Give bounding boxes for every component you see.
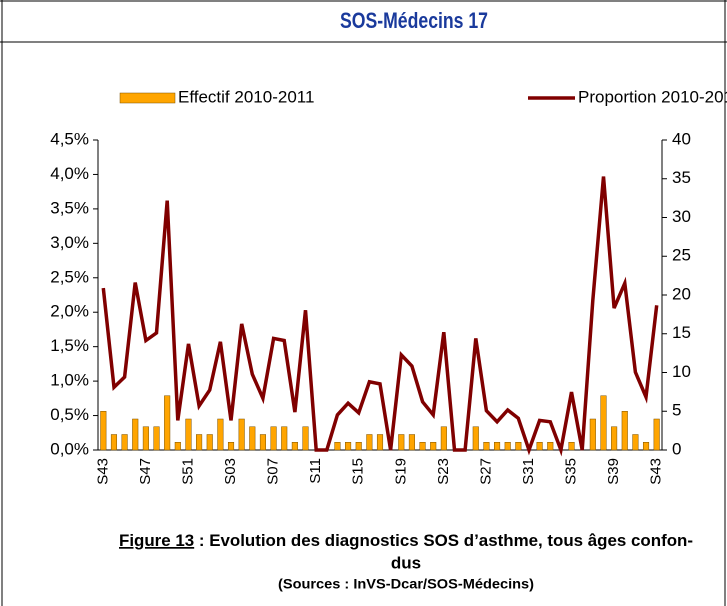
bar: [568, 442, 575, 451]
bar: [100, 411, 107, 451]
bar: [291, 442, 298, 451]
x-tick-label: S23: [435, 458, 452, 485]
bar: [110, 434, 118, 451]
bar: [153, 426, 160, 451]
x-tick-label: S35: [563, 458, 580, 485]
legend-label: Proportion 2010-2011: [578, 87, 727, 106]
y2-tick-label: 25: [672, 246, 691, 265]
bar: [238, 418, 245, 451]
x-tick-label: S07: [265, 458, 282, 485]
x-tick-label: S43: [648, 458, 665, 485]
x-tick-label: S39: [605, 458, 622, 485]
bar: [227, 442, 235, 451]
bar: [547, 442, 554, 451]
bar: [206, 434, 213, 451]
x-tick-label: S43: [94, 458, 111, 485]
x-tick-label: S03: [222, 458, 239, 485]
y-tick-label: 1,5%: [50, 336, 89, 355]
y2-tick-label: 35: [672, 168, 691, 187]
y-tick-label: 3,0%: [50, 233, 89, 252]
bar: [164, 395, 171, 451]
header-title: SOS-Médecins 17: [340, 8, 488, 33]
x-tick-label: S51: [179, 458, 196, 485]
bar: [196, 434, 203, 451]
y-tick-label: 4,5%: [50, 129, 89, 148]
y2-tick-label: 20: [672, 284, 691, 303]
y2-tick-label: 5: [672, 401, 681, 420]
y-tick-label: 1,0%: [50, 371, 89, 390]
bar: [270, 426, 277, 451]
bar: [483, 442, 490, 451]
bar: [355, 442, 362, 451]
bar: [611, 426, 618, 451]
caption-text: : Evolution des diagnostics SOS d’asthme…: [194, 531, 693, 550]
y-tick-label: 4,0%: [50, 164, 89, 183]
bar: [345, 442, 352, 451]
x-tick-label: S11: [307, 458, 324, 484]
bar: [589, 418, 596, 451]
bar: [281, 426, 288, 451]
bar: [653, 418, 660, 451]
y-tick-label: 2,0%: [50, 302, 89, 321]
caption-source: (Sources : InVS-Dcar/SOS-Médecins): [278, 576, 534, 592]
bar: [302, 426, 309, 451]
y2-tick-label: 0: [672, 439, 681, 458]
bar: [366, 434, 373, 451]
y2-tick-label: 30: [672, 207, 691, 226]
bar: [185, 418, 192, 451]
legend-swatch: [119, 92, 176, 104]
line: [101, 176, 659, 457]
legend-label: Effectif 2010-2011: [178, 87, 314, 106]
x-tick-label: S15: [350, 458, 367, 485]
bar: [376, 434, 384, 451]
x-tick-label: S31: [520, 458, 537, 485]
bar: [174, 442, 181, 451]
bar: [398, 434, 405, 451]
bar: [430, 442, 437, 451]
bar: [621, 411, 628, 451]
bar: [536, 442, 543, 451]
y-tick-label: 0,0%: [50, 439, 89, 458]
y-tick-label: 3,5%: [50, 198, 89, 217]
bar: [142, 426, 149, 451]
bar: [249, 426, 256, 451]
bar: [334, 442, 341, 451]
bar: [259, 434, 266, 451]
x-tick-label: S19: [392, 458, 409, 485]
y2-tick-label: 40: [672, 129, 691, 148]
bar: [408, 434, 415, 451]
y2-tick-label: 15: [672, 323, 691, 342]
caption-label: Figure 13: [119, 531, 194, 550]
bar: [419, 442, 426, 451]
y-tick-label: 2,5%: [50, 267, 89, 286]
bar: [600, 395, 607, 451]
bar: [440, 426, 447, 451]
bar: [472, 426, 479, 451]
x-tick-label: S47: [137, 458, 154, 485]
bar: [494, 442, 501, 451]
y2-tick-label: 10: [672, 362, 691, 381]
bar: [642, 442, 650, 451]
bar: [217, 418, 224, 451]
bar: [515, 442, 522, 451]
y-tick-label: 0,5%: [50, 405, 89, 424]
caption-line: Figure 13 : Evolution des diagnostics SO…: [119, 531, 693, 550]
bar: [632, 434, 639, 451]
bar: [132, 418, 139, 451]
x-tick-label: S27: [477, 458, 494, 485]
bar: [504, 442, 511, 451]
caption-text2: dus: [391, 553, 421, 572]
bar: [121, 434, 128, 451]
